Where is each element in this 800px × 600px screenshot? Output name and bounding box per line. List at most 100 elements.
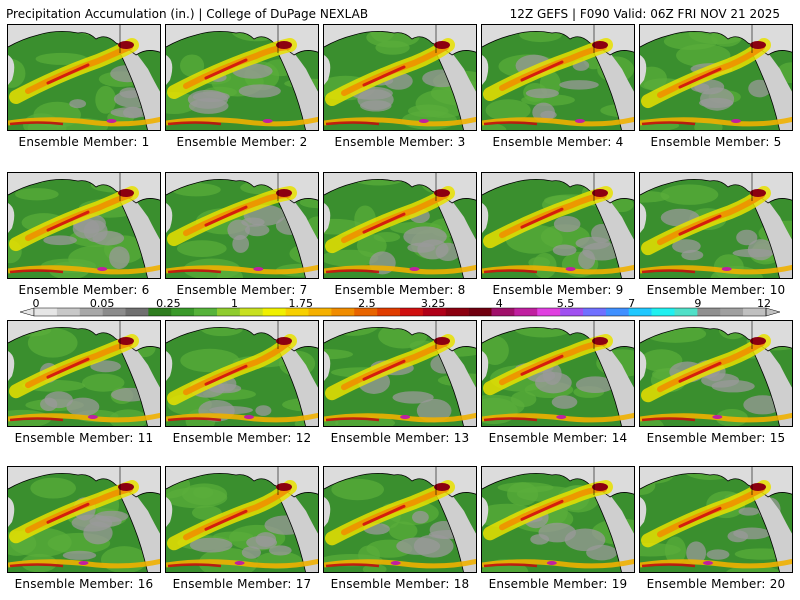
land-north (8, 173, 160, 203)
precip-max-coast (118, 483, 134, 491)
land-east-coast (594, 339, 634, 426)
legend-swatch (537, 308, 561, 316)
precip-band-red (520, 207, 564, 229)
ensemble-panel: Ensemble Member: 12 (165, 320, 319, 445)
precip-tropical-red (641, 121, 696, 126)
precip-band-red (204, 58, 248, 80)
precip-band-red (362, 504, 406, 526)
panel-label: Ensemble Member: 2 (176, 135, 308, 149)
land-north (166, 321, 318, 351)
legend-swatch (217, 308, 241, 316)
precip-tropical-red (325, 269, 380, 274)
precip-band-red (46, 210, 90, 232)
land-north (166, 173, 318, 203)
coastline (324, 327, 476, 352)
precip-map (165, 320, 319, 427)
land-west (640, 203, 647, 233)
precip-tropical-peak (556, 415, 567, 419)
legend-swatch (445, 308, 469, 316)
land-east-coast (436, 191, 476, 278)
precip-trace-area (396, 537, 441, 555)
land-east-coast (436, 43, 476, 130)
precip-tropical-peak (400, 415, 411, 419)
precip-band-red (678, 361, 722, 383)
land-north (640, 467, 792, 497)
land-north (324, 321, 476, 351)
legend-swatch (125, 308, 149, 316)
precip-light-area (81, 373, 125, 392)
precip-tropical-band (324, 264, 476, 275)
panel-label: Ensemble Member: 8 (334, 283, 466, 297)
coastline (166, 473, 318, 498)
legend-swatch (79, 308, 103, 316)
precip-light-area (482, 335, 509, 366)
panel-label: Ensemble Member: 14 (488, 431, 628, 445)
precip-trace-area (552, 244, 577, 256)
precip-tropical-band (8, 116, 160, 127)
precip-light-area (407, 104, 449, 118)
legend-swatch (148, 308, 172, 316)
ensemble-panel: Ensemble Member: 19 (481, 466, 635, 591)
precip-band-red (362, 359, 406, 381)
land-east-coast (752, 339, 792, 426)
precip-max-coast (276, 337, 292, 345)
panel-label: Ensemble Member: 3 (334, 135, 466, 149)
land-east-coast (594, 191, 634, 278)
legend-swatch (491, 308, 515, 316)
land-east-coast (120, 339, 160, 426)
precip-band-orange (657, 486, 765, 538)
precip-tropical-peak (721, 267, 732, 271)
chart-title: Precipitation Accumulation (in.) | Colle… (6, 7, 369, 21)
precip-light-area (388, 521, 418, 541)
ensemble-panel: Ensemble Member: 18 (323, 466, 477, 591)
legend-swatch (262, 308, 286, 316)
precip-max-coast (750, 189, 766, 197)
legend-swatch (239, 308, 264, 316)
precip-tropical-peak (712, 415, 723, 419)
precip-band-red (46, 357, 90, 379)
precip-band-orange (25, 44, 133, 94)
land-west (166, 351, 173, 381)
precip-trace-area (417, 239, 449, 260)
precip-max-coast (750, 41, 766, 49)
land-east-coast (752, 485, 792, 572)
ensemble-panel: Ensemble Member: 7 (165, 172, 319, 297)
coastline-east (277, 52, 306, 130)
precip-band-red (362, 65, 406, 87)
precip-max-coast (434, 41, 450, 49)
legend-swatch (285, 308, 309, 316)
precip-trace-area (564, 528, 606, 552)
precip-trace-area (189, 537, 233, 553)
ensemble-panel: Ensemble Member: 8 (323, 172, 477, 297)
precip-tropical-peak (409, 267, 420, 271)
land-west (166, 497, 173, 527)
precip-trace-area (578, 249, 596, 270)
precip-map (7, 172, 161, 279)
legend-swatch (583, 308, 607, 316)
precip-max-coast (434, 337, 450, 345)
precip-map (323, 24, 477, 131)
precip-trace-area (530, 534, 550, 545)
precip-tropical-band (166, 558, 318, 569)
panel-label: Ensemble Member: 1 (18, 135, 150, 149)
precip-tropical-peak (702, 561, 713, 565)
precip-light-area (27, 328, 78, 358)
precip-map (481, 320, 635, 427)
precip-band-red (46, 502, 90, 524)
coastline-east (435, 200, 464, 278)
precip-trace-area (90, 360, 121, 373)
legend-swatch (697, 308, 721, 316)
ensemble-panel: Ensemble Member: 3 (323, 24, 477, 149)
legend-tick-label: 0.05 (89, 297, 115, 310)
legend-tick-label: 1 (231, 297, 239, 310)
precip-tropical-peak (97, 267, 108, 271)
land-north (482, 321, 634, 351)
precip-trace-area (575, 376, 615, 394)
legend-arrow-right (765, 307, 781, 317)
precip-band-orange (25, 192, 133, 242)
precip-light-area (30, 477, 77, 499)
land-north (482, 25, 634, 55)
ensemble-panel: Ensemble Member: 1 (7, 24, 161, 149)
land-west (166, 55, 173, 85)
